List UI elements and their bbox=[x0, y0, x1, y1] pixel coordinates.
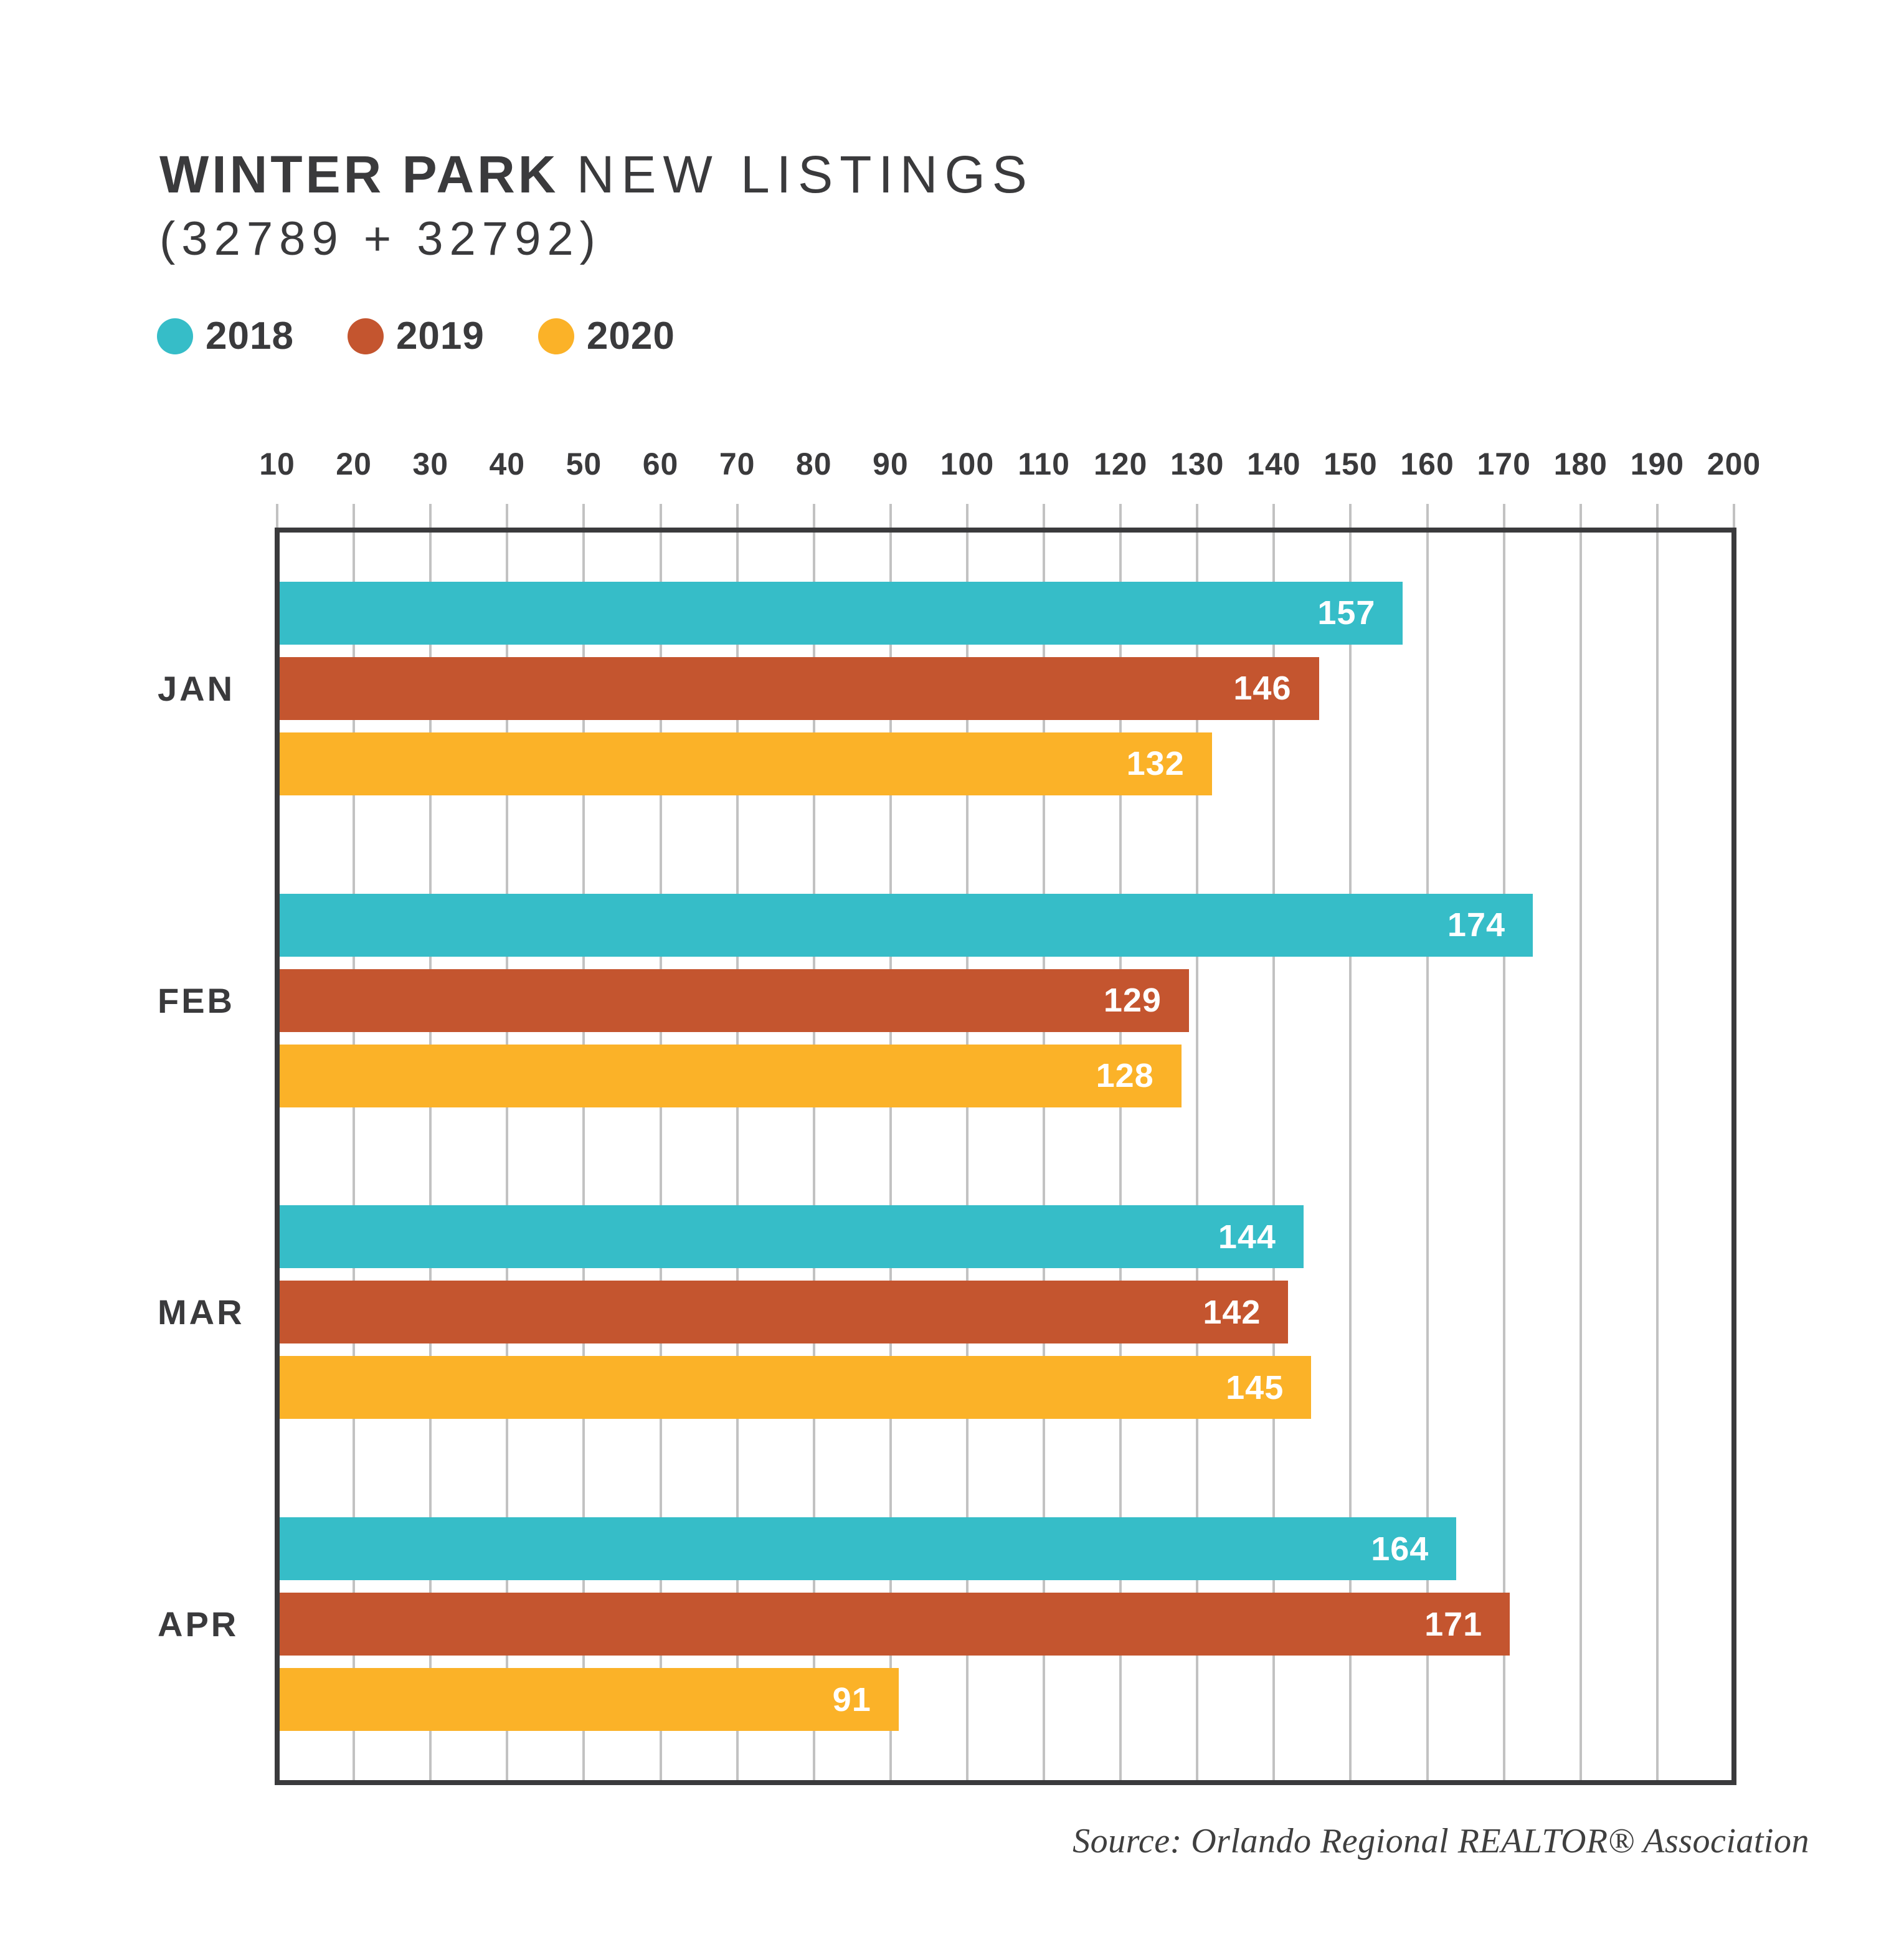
x-tick-160: 160 bbox=[1400, 447, 1454, 481]
x-tick-150: 150 bbox=[1324, 447, 1378, 481]
gridline-150 bbox=[1349, 504, 1352, 1780]
legend-label: 2018 bbox=[206, 315, 294, 358]
bar-value-label: 157 bbox=[1317, 594, 1376, 632]
bar-2019-apr: 171 bbox=[280, 1593, 1510, 1656]
x-tick-80: 80 bbox=[795, 447, 832, 481]
gridline-110 bbox=[1043, 504, 1046, 1780]
bar-group-mar: 144 142 145 bbox=[280, 1205, 1731, 1419]
bar-value-label: 142 bbox=[1203, 1293, 1261, 1331]
bar-value-label: 171 bbox=[1424, 1605, 1483, 1643]
x-tick-170: 170 bbox=[1477, 447, 1531, 481]
legend: 2018 2019 2020 bbox=[157, 314, 675, 358]
bar-value-label: 128 bbox=[1096, 1057, 1154, 1095]
gridline-180 bbox=[1579, 504, 1582, 1780]
gridline-20 bbox=[353, 504, 356, 1780]
x-tick-70: 70 bbox=[719, 447, 755, 481]
gridline-140 bbox=[1272, 504, 1276, 1780]
title-spacer bbox=[559, 145, 576, 204]
x-tick-60: 60 bbox=[642, 447, 679, 481]
x-tick-40: 40 bbox=[489, 447, 526, 481]
page-title-rest: NEW LISTINGS bbox=[576, 145, 1034, 204]
x-tick-110: 110 bbox=[1018, 447, 1070, 481]
legend-dot-2020 bbox=[538, 318, 574, 354]
x-axis-tick-labels: 10 20 30 40 50 60 70 80 90 100 110 120 130 140 150 160 1… bbox=[259, 446, 1760, 481]
gridline-30 bbox=[429, 504, 432, 1780]
bar-group-apr: 164 171 91 bbox=[280, 1517, 1731, 1732]
page-title-emphasis: WINTER PARK bbox=[159, 145, 559, 204]
bar-2019-jan: 146 bbox=[280, 656, 1319, 720]
category-slot-mar: MAR bbox=[158, 1205, 270, 1419]
gridline-80 bbox=[812, 504, 815, 1780]
bar-2020-jan: 132 bbox=[280, 732, 1212, 795]
legend-item-2019: 2019 bbox=[347, 314, 485, 358]
legend-item-2020: 2020 bbox=[538, 314, 675, 358]
x-tick-130: 130 bbox=[1170, 447, 1224, 481]
gridline-70 bbox=[736, 504, 739, 1780]
bar-2020-feb: 128 bbox=[280, 1044, 1182, 1107]
bar-group-feb: 174 129 128 bbox=[280, 893, 1731, 1107]
x-tick-180: 180 bbox=[1553, 447, 1608, 481]
x-tick-190: 190 bbox=[1630, 447, 1685, 481]
gridline-130 bbox=[1196, 504, 1199, 1780]
page-title: WINTER PARK NEW LISTINGS bbox=[159, 148, 1034, 202]
bar-2018-mar: 144 bbox=[280, 1205, 1304, 1269]
page-subtitle: (32789 + 32792) bbox=[159, 212, 602, 265]
bar-value-label: 129 bbox=[1103, 982, 1162, 1020]
bar-value-label: 145 bbox=[1226, 1368, 1284, 1406]
gridline-190 bbox=[1655, 504, 1659, 1780]
plot-border-box bbox=[275, 528, 1736, 1785]
gridline-layer bbox=[276, 504, 1735, 1780]
bar-value-label: 91 bbox=[832, 1680, 871, 1718]
bar-2019-mar: 142 bbox=[280, 1281, 1289, 1344]
legend-item-2018: 2018 bbox=[157, 314, 294, 358]
bar-value-label: 146 bbox=[1233, 670, 1292, 708]
legend-label: 2020 bbox=[586, 315, 675, 358]
category-slot-jan: JAN bbox=[158, 582, 270, 795]
gridline-60 bbox=[659, 504, 662, 1780]
bars-layer: 157 146 132 174 129 128 144 142 145 164 171 91 bbox=[280, 533, 1731, 1780]
legend-dot-2019 bbox=[347, 318, 384, 354]
bar-2018-apr: 164 bbox=[280, 1517, 1457, 1581]
bar-2018-jan: 157 bbox=[280, 581, 1403, 645]
bar-value-label: 174 bbox=[1447, 906, 1506, 944]
title-block: WINTER PARK NEW LISTINGS (32789 + 32792) bbox=[159, 148, 1034, 263]
legend-label: 2019 bbox=[395, 315, 485, 358]
category-slot-feb: FEB bbox=[158, 894, 270, 1107]
x-tick-140: 140 bbox=[1247, 447, 1301, 481]
gridline-160 bbox=[1426, 504, 1429, 1780]
x-tick-10: 10 bbox=[259, 447, 295, 481]
x-tick-90: 90 bbox=[873, 447, 909, 481]
category-label-jan: JAN bbox=[158, 668, 235, 708]
category-label-feb: FEB bbox=[158, 980, 235, 1020]
legend-dot-2018 bbox=[157, 318, 193, 354]
category-label-mar: MAR bbox=[158, 1292, 245, 1332]
gridline-100 bbox=[965, 504, 969, 1780]
category-slot-apr: APR bbox=[158, 1517, 270, 1731]
bar-2019-feb: 129 bbox=[280, 969, 1189, 1032]
bar-2020-apr: 91 bbox=[280, 1668, 899, 1732]
gridline-50 bbox=[582, 504, 585, 1780]
x-tick-120: 120 bbox=[1093, 447, 1148, 481]
category-labels-column: JAN FEB MAR APR bbox=[158, 533, 270, 1780]
bar-value-label: 164 bbox=[1371, 1530, 1429, 1568]
gridline-90 bbox=[889, 504, 892, 1780]
source-note: Source: Orlando Regional REALTOR® Associ… bbox=[1073, 1822, 1809, 1860]
bar-group-jan: 157 146 132 bbox=[280, 581, 1731, 795]
x-tick-200: 200 bbox=[1707, 447, 1761, 481]
bar-2018-feb: 174 bbox=[280, 893, 1533, 957]
category-label-apr: APR bbox=[158, 1604, 239, 1644]
bar-2020-mar: 145 bbox=[280, 1356, 1312, 1419]
bar-value-label: 144 bbox=[1218, 1218, 1276, 1256]
bar-value-label: 132 bbox=[1126, 745, 1185, 783]
gridline-40 bbox=[506, 504, 509, 1780]
x-tick-20: 20 bbox=[336, 447, 372, 481]
gridline-120 bbox=[1119, 504, 1122, 1780]
x-tick-50: 50 bbox=[566, 447, 602, 481]
gridline-170 bbox=[1502, 504, 1505, 1780]
x-tick-30: 30 bbox=[412, 447, 449, 481]
x-tick-100: 100 bbox=[940, 447, 995, 481]
